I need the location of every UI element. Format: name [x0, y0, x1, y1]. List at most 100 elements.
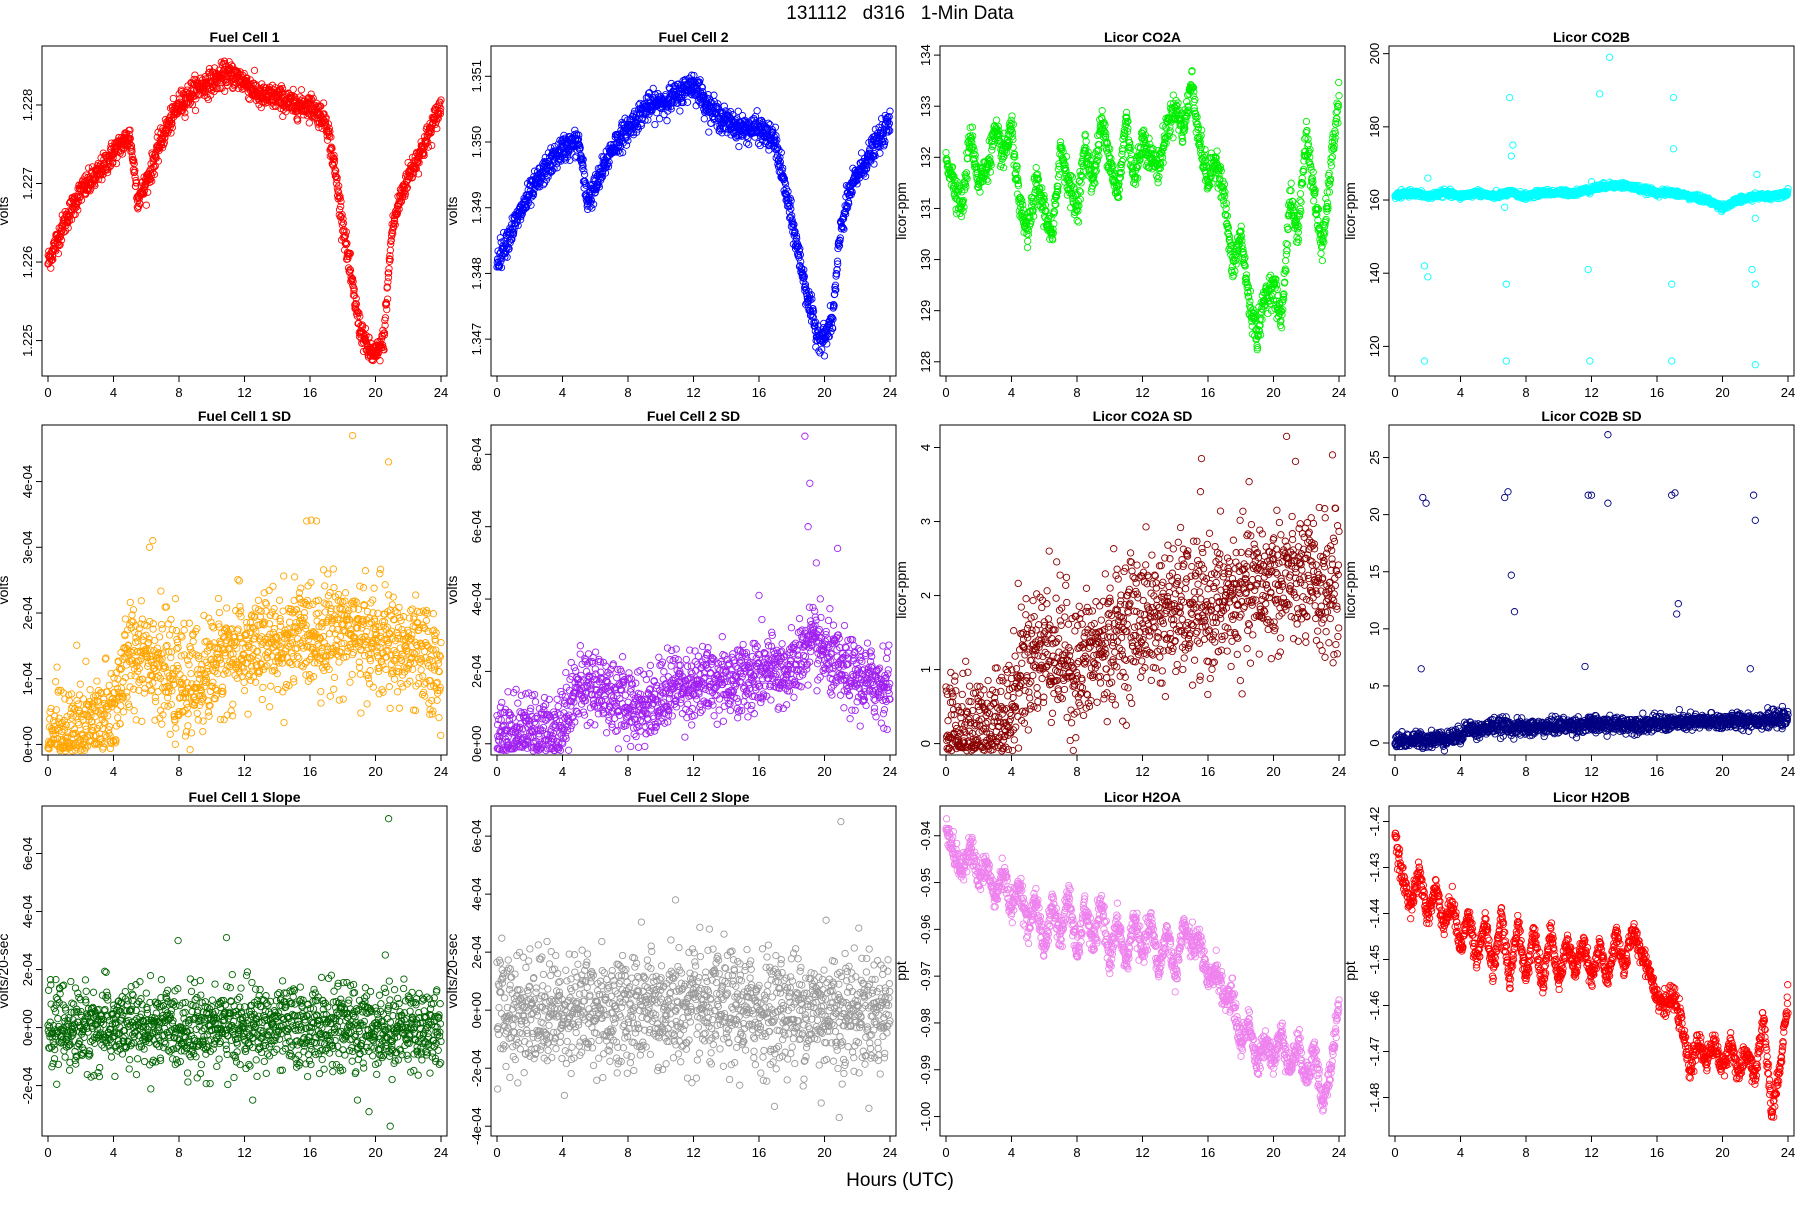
data-point [755, 140, 761, 146]
data-point [706, 129, 712, 135]
data-point [1155, 180, 1161, 186]
data-point [943, 149, 949, 155]
x-tick-label: 16 [1650, 385, 1664, 400]
data-point [1335, 120, 1341, 126]
y-tick-label: 133 [918, 95, 933, 117]
data-point [298, 87, 304, 93]
x-tick-label: 16 [752, 385, 766, 400]
x-tick-label: 0 [493, 385, 500, 400]
x-tick-label: 24 [1332, 385, 1346, 400]
data-point [652, 121, 658, 127]
data-point [251, 67, 257, 73]
y-tick-label: 1.227 [20, 167, 35, 200]
data-point [1214, 148, 1220, 154]
data-point [1078, 180, 1084, 186]
data-point [1311, 198, 1317, 204]
data-point [661, 111, 667, 117]
y-tick-label: 1.349 [469, 191, 484, 224]
data-point [736, 143, 742, 149]
data-point [1132, 181, 1138, 187]
y-tick-label: 200 [1367, 43, 1382, 65]
data-point [143, 202, 149, 208]
data-point [1304, 127, 1310, 133]
data-point [182, 114, 188, 120]
data-point [1318, 250, 1324, 256]
y-tick-label: 129 [918, 300, 933, 322]
points-licor-co2a [943, 68, 1342, 353]
data-point [821, 353, 827, 359]
x-tick-label: 24 [434, 385, 448, 400]
data-point [650, 85, 656, 91]
data-point [664, 118, 670, 124]
x-tick-label: 16 [1201, 385, 1215, 400]
data-point [192, 72, 198, 78]
data-point [1336, 93, 1342, 99]
x-tick-label: 20 [1266, 385, 1280, 400]
data-point [1024, 244, 1030, 250]
data-point [306, 120, 312, 126]
x-tick-label: 0 [44, 385, 51, 400]
plot-frame [1389, 46, 1794, 376]
points-fuel-cell-1 [45, 58, 444, 364]
points-fuel-cell-2 [494, 72, 893, 359]
data-point [746, 141, 752, 147]
data-point [340, 220, 346, 226]
y-tick-label: 1.348 [469, 257, 484, 290]
y-tick-label: 128 [918, 351, 933, 373]
x-tick-label: 24 [1781, 385, 1795, 400]
y-axis-label: licor-ppm [893, 182, 909, 240]
y-tick-label: 130 [918, 249, 933, 271]
y-tick-label: 1.225 [20, 324, 35, 357]
data-point [1156, 174, 1162, 180]
data-point [377, 358, 383, 364]
data-point [1297, 191, 1303, 197]
y-axis-label: volts [444, 197, 460, 226]
x-tick-label: 8 [1073, 385, 1080, 400]
data-point [1303, 118, 1309, 124]
data-point [677, 108, 683, 114]
data-point [1288, 180, 1294, 186]
data-point [1025, 238, 1031, 244]
y-tick-label: 1.350 [469, 126, 484, 159]
x-tick-label: 12 [1584, 385, 1598, 400]
data-point [754, 108, 760, 114]
data-point [1336, 79, 1342, 85]
data-point [1319, 257, 1325, 263]
data-point [1282, 258, 1288, 264]
data-point [1323, 195, 1329, 201]
y-tick-label: 132 [918, 146, 933, 168]
x-tick-label: 12 [1135, 385, 1149, 400]
y-tick-label: 180 [1367, 116, 1382, 138]
data-point [1328, 155, 1334, 161]
data-point [581, 171, 587, 177]
panel-title: Fuel Cell 1 [209, 29, 279, 45]
y-axis-label: licor-ppm [1342, 182, 1358, 240]
data-point [993, 117, 999, 123]
panel-title: Licor CO2A [1104, 29, 1181, 45]
data-point [386, 266, 392, 272]
x-tick-label: 8 [624, 385, 631, 400]
x-tick-label: 12 [237, 385, 251, 400]
y-tick-label: 160 [1367, 189, 1382, 211]
y-axis-label: volts [0, 197, 11, 226]
data-point [1009, 113, 1015, 119]
x-tick-label: 16 [303, 385, 317, 400]
x-tick-label: 0 [942, 385, 949, 400]
x-tick-label: 12 [686, 385, 700, 400]
data-point [701, 116, 707, 122]
data-point [1284, 248, 1290, 254]
data-point [438, 97, 444, 103]
x-tick-label: 24 [883, 385, 897, 400]
data-point [1279, 325, 1285, 331]
x-tick-label: 8 [1522, 385, 1529, 400]
x-tick-label: 4 [1457, 385, 1464, 400]
data-point [1099, 108, 1105, 114]
data-point [290, 86, 296, 92]
data-point [1075, 219, 1081, 225]
panel-title: Licor CO2B [1553, 29, 1630, 45]
y-tick-label: 131 [918, 198, 933, 220]
